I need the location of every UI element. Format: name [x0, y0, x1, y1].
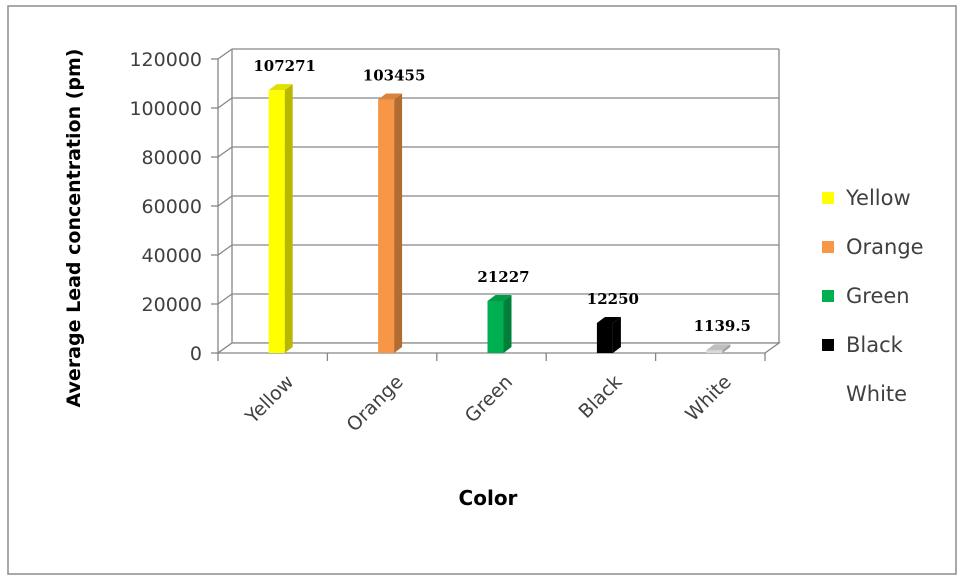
bar [706, 350, 723, 353]
bar [596, 322, 613, 353]
bar-side [394, 93, 403, 353]
y-tick-label: 20000 [142, 294, 202, 316]
legend-item: White [822, 382, 907, 406]
legend-item: Green [822, 284, 910, 308]
legend-item: Black [822, 333, 903, 357]
gridline-depth [217, 97, 233, 109]
legend-swatch [822, 339, 834, 351]
y-tick-label: 100000 [129, 98, 202, 120]
legend-label: Yellow [846, 186, 911, 210]
data-label: 103455 [363, 67, 426, 85]
data-label: 21227 [477, 268, 529, 286]
gridline-depth [217, 244, 233, 256]
legend-swatch [822, 241, 834, 253]
bar-top [378, 93, 403, 100]
gridline-depth [217, 293, 233, 305]
gridline-depth [217, 48, 233, 60]
y-tick-label: 0 [190, 343, 202, 365]
y-tick-label: 40000 [142, 245, 202, 267]
bar [487, 300, 504, 353]
bar [378, 99, 395, 353]
data-label: 12250 [587, 290, 639, 308]
legend-label: Black [846, 333, 903, 357]
legend-label: White [846, 382, 908, 406]
legend-swatch [822, 192, 834, 204]
bar-side [612, 316, 621, 353]
x-axis-title: Color [459, 486, 518, 510]
y-tick-label: 60000 [142, 196, 202, 218]
gridline-depth [217, 146, 233, 158]
bar [268, 90, 285, 354]
legend-label: Orange [846, 235, 924, 259]
data-label: 107271 [253, 57, 316, 75]
bar-side [503, 294, 512, 353]
legend-item: Orange [822, 235, 924, 259]
legend-swatch [822, 290, 834, 302]
legend-item: Yellow [822, 186, 911, 210]
legend-swatch [822, 388, 834, 400]
y-tick-label: 80000 [142, 147, 202, 169]
bar-top [487, 294, 512, 301]
legend-label: Green [846, 284, 910, 308]
y-axis-title: Average Lead concentration (pm) [63, 49, 85, 408]
bar-side [722, 344, 731, 353]
data-label: 1139.5 [694, 317, 751, 335]
bar-side [284, 84, 293, 354]
bar-top [706, 344, 731, 351]
bar-top [268, 84, 293, 91]
bar-top [596, 316, 621, 323]
y-tick-label: 120000 [129, 49, 202, 71]
gridline-depth [217, 195, 233, 207]
